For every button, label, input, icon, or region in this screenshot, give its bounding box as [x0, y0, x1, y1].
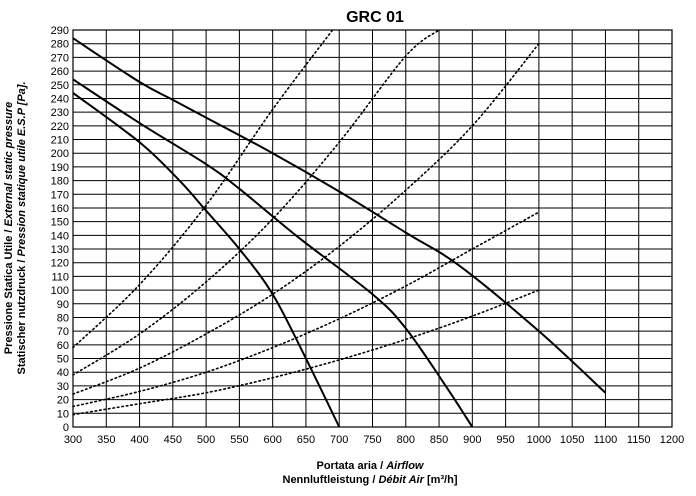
y-tick-label: 210 [51, 135, 69, 147]
y-tick-label: 70 [57, 326, 69, 338]
system-curve-3 [72, 29, 334, 349]
y-tick-label: 130 [51, 244, 69, 256]
x-tick-label: 800 [397, 434, 415, 446]
x-tick-label: 1200 [660, 434, 684, 446]
y-tick-label: 50 [57, 354, 69, 366]
y-tick-label: 20 [57, 395, 69, 407]
x-tick-label: 650 [297, 434, 315, 446]
x-tick-label: 400 [130, 434, 148, 446]
y-tick-label: 120 [51, 258, 69, 270]
y-tick-label: 190 [51, 162, 69, 174]
y-tick-label: 180 [51, 176, 69, 188]
y-tick-label: 290 [51, 25, 69, 37]
system-curve-4 [72, 29, 440, 376]
series-lines [72, 29, 607, 428]
x-axis-label-line2-a: Nennluftleistung / [283, 474, 379, 486]
y-tick-label: 40 [57, 367, 69, 379]
grid [72, 29, 673, 428]
x-tick-label: 550 [230, 434, 248, 446]
y-tick-label: 280 [51, 39, 69, 51]
x-tick-label: 450 [164, 434, 182, 446]
y-tick-label: 160 [51, 203, 69, 215]
y-tick-label: 200 [51, 148, 69, 160]
x-tick-label: 1050 [560, 434, 584, 446]
x-tick-label: 350 [97, 434, 115, 446]
x-tick-label: 600 [263, 434, 281, 446]
x-tick-label: 750 [363, 434, 381, 446]
y-tick-label: 150 [51, 217, 69, 229]
y-tick-label: 90 [57, 299, 69, 311]
x-tick-label: 850 [430, 434, 448, 446]
fan-curve-0 [72, 37, 607, 394]
plot-frame [72, 29, 673, 428]
system-curve-7 [72, 289, 540, 416]
x-tick-label: 1100 [594, 434, 618, 446]
y-axis-label-line1-b: External static pressure [3, 102, 15, 227]
x-tick-label: 1150 [627, 434, 651, 446]
x-tick-label: 950 [496, 434, 514, 446]
system-curve-5 [72, 42, 540, 395]
y-tick-label: 220 [51, 121, 69, 133]
y-tick-label: 240 [51, 93, 69, 105]
x-axis-label-line1: Portata aria / Airflow [317, 460, 425, 472]
y-tick-label: 230 [51, 107, 69, 119]
y-axis-label-line2-b: Pression statique utile E.S.P [Pa]. [16, 81, 28, 256]
y-tick-label: 60 [57, 340, 69, 352]
x-tick-label: 700 [330, 434, 348, 446]
y-axis-label-line1: Pressione Statica Utile / External stati… [3, 102, 15, 355]
fan-curve-2 [72, 92, 341, 428]
x-axis-label-line2-c: [m³/h] [424, 474, 458, 486]
x-axis-label-line2: Nennluftleistung / Débit Air [m³/h] [283, 474, 458, 486]
y-tick-label: 170 [51, 189, 69, 201]
chart-title: GRC 01 [346, 9, 404, 26]
y-axis-label-line1-a: Pressione Statica Utile / [3, 226, 15, 354]
system-curve-6 [72, 211, 540, 408]
y-axis-label-line2: Statischer nutzdruck / Pression statique… [16, 81, 28, 374]
x-axis-label-line1-a: Portata aria / [317, 460, 387, 472]
y-tick-label: 30 [57, 381, 69, 393]
y-tick-label: 100 [51, 285, 69, 297]
y-axis-label-line2-a: Statischer nutzdruck / [16, 257, 28, 375]
x-tick-label: 900 [463, 434, 481, 446]
y-tick-label: 270 [51, 52, 69, 64]
y-tick-label: 10 [57, 408, 69, 420]
x-axis-label-line1-b: Airflow [385, 460, 425, 472]
y-tick-label: 110 [51, 271, 69, 283]
y-tick-label: 250 [51, 80, 69, 92]
y-tick-label: 80 [57, 312, 69, 324]
x-tick-label: 500 [197, 434, 215, 446]
tick-labels: 300 350 400 450 500 550 600 650 700 750 800 850 900 9… [51, 25, 685, 446]
x-tick-label: 1000 [527, 434, 551, 446]
y-tick-label: 0 [63, 422, 69, 434]
y-tick-label: 260 [51, 66, 69, 78]
x-tick-label: 300 [64, 434, 82, 446]
y-tick-label: 140 [51, 230, 69, 242]
fan-curve-1 [72, 78, 474, 428]
x-axis-label-line2-b: Débit Air [378, 474, 424, 486]
